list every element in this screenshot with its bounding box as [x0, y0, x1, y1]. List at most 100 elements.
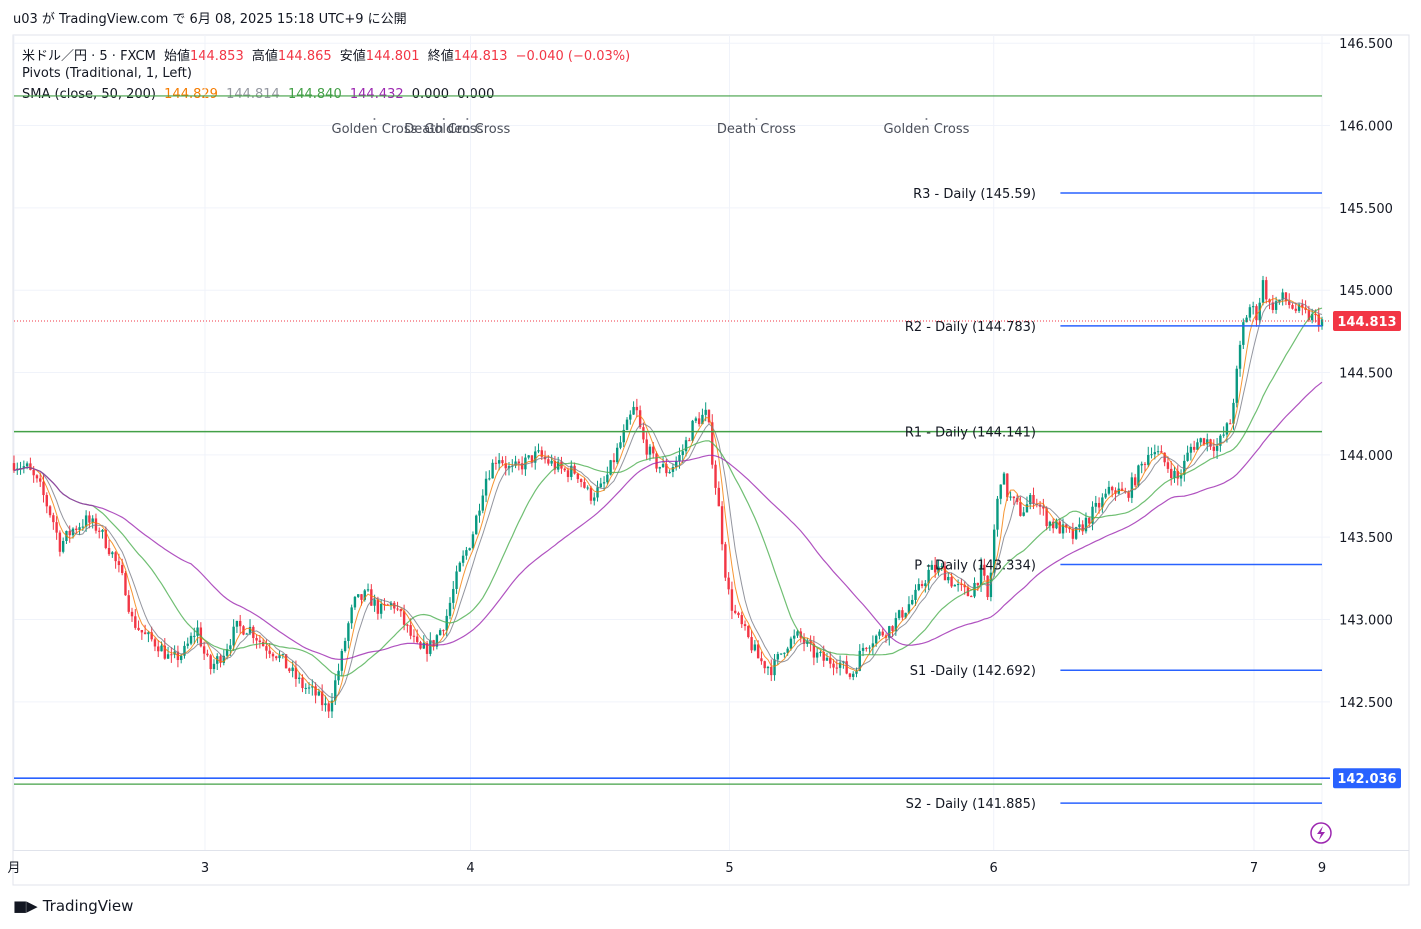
candle-body: [658, 467, 662, 469]
candle-body: [1219, 435, 1222, 446]
candle-body: [235, 620, 239, 627]
candle-body: [648, 446, 652, 455]
candle-body: [520, 463, 524, 470]
candle-body: [1232, 402, 1235, 424]
candle-body: [694, 418, 698, 421]
candle-body: [1271, 302, 1275, 310]
pivots-legend[interactable]: Pivots (Traditional, 1, Left): [22, 66, 192, 81]
chart-frame: [12, 34, 1410, 886]
candle-body: [668, 471, 671, 474]
x-tick-label: 月: [7, 861, 20, 876]
candle-body: [127, 595, 130, 612]
candle-body: [284, 654, 288, 669]
candle-body: [78, 527, 81, 530]
candle-body: [143, 632, 147, 635]
candle-body: [157, 646, 160, 652]
candle-body: [701, 414, 704, 425]
candle-body: [783, 652, 786, 654]
candle-body: [1307, 309, 1311, 321]
candle-body: [570, 465, 573, 477]
x-tick-label: 7: [1250, 861, 1258, 876]
candle-body: [671, 467, 675, 472]
candle-body: [1065, 524, 1068, 528]
candle-body: [852, 673, 855, 677]
candle-body: [478, 510, 481, 516]
x-tick-label: 5: [725, 861, 733, 876]
candle-body: [1029, 494, 1032, 505]
y-tick-label: 143.000: [1339, 613, 1393, 628]
candle-body: [1166, 462, 1170, 469]
candle-body: [494, 462, 498, 464]
candle-body: [1248, 307, 1252, 318]
candle-body: [186, 643, 189, 646]
cross-annotation: Golden Cross: [883, 122, 969, 137]
y-tick-label: 142.500: [1339, 696, 1393, 711]
sma-value: 144.814: [226, 87, 280, 102]
candle-body: [1297, 304, 1301, 311]
candle-body: [999, 484, 1002, 499]
candle-body: [1314, 314, 1317, 316]
candle-body: [307, 687, 311, 689]
candle-body: [1199, 438, 1202, 443]
candle-body: [1015, 498, 1019, 502]
candle-body: [422, 643, 425, 649]
candle-body: [1156, 451, 1160, 453]
candle-body: [894, 618, 898, 632]
candle-body: [471, 534, 475, 549]
candle-body: [983, 564, 986, 576]
candle-body: [350, 607, 353, 624]
candle-body: [25, 463, 29, 467]
candle-body: [953, 584, 957, 587]
footer-brand[interactable]: ■▶ TradingView: [13, 897, 133, 915]
candle-body: [183, 645, 186, 656]
candle-body: [996, 498, 999, 530]
cross-annotation: Death Cross: [404, 122, 483, 137]
candle-body: [1019, 501, 1022, 516]
candle-body: [576, 473, 580, 480]
candle-body: [1209, 439, 1212, 447]
candle-body: [130, 611, 134, 617]
candle-body: [1147, 454, 1150, 465]
candle-body: [979, 564, 983, 586]
candle-body: [238, 620, 242, 627]
candle-body: [992, 529, 996, 573]
x-tick-label: 4: [466, 861, 474, 876]
candle-body: [475, 515, 478, 535]
candle-body: [61, 541, 65, 552]
candle-body: [281, 654, 285, 656]
candle-body: [39, 478, 42, 482]
candle-body: [55, 522, 58, 533]
candle-body: [760, 658, 763, 662]
candle-body: [196, 627, 199, 636]
candle-body: [88, 515, 91, 523]
candle-body: [416, 636, 419, 643]
candle-body: [455, 571, 458, 589]
open-label: 始値: [163, 49, 190, 64]
candle-body: [399, 609, 403, 612]
annotation-marker: [925, 118, 928, 120]
candle-body: [504, 463, 507, 469]
candle-body: [35, 475, 39, 479]
sma-legend[interactable]: SMA (close, 50, 200) 144.829 144.814 144…: [22, 87, 498, 102]
candle-body: [330, 700, 334, 712]
candle-body: [838, 662, 842, 668]
candle-body: [1088, 517, 1091, 524]
candle-body: [865, 647, 868, 649]
candle-body: [232, 626, 235, 646]
candle-body: [461, 555, 465, 563]
candle-body: [1012, 496, 1016, 499]
x-tick-label: 3: [201, 861, 209, 876]
candle-body: [1192, 446, 1196, 450]
candle-body: [829, 657, 832, 664]
candle-body: [1196, 442, 1199, 450]
candle-body: [1133, 477, 1137, 486]
candle-body: [770, 666, 773, 676]
symbol-name[interactable]: 米ドル／円 · 5 · FXCM: [22, 49, 156, 64]
candle-body: [1097, 502, 1101, 508]
sma-slow-line: [13, 297, 1323, 699]
sma-value: 144.432: [349, 87, 404, 102]
candle-body: [629, 414, 632, 420]
candle-body: [294, 667, 298, 679]
high-value: 144.865: [277, 49, 332, 64]
